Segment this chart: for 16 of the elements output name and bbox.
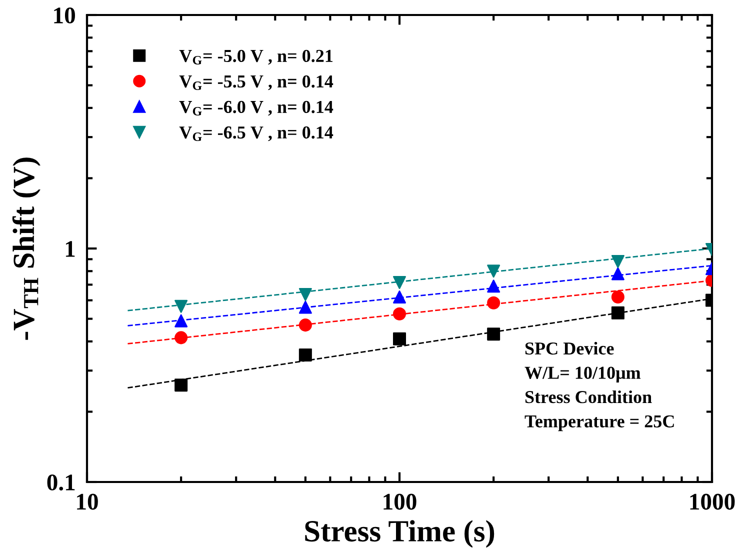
annotation: Temperature = 25C xyxy=(524,415,674,432)
y-tick-label: 0.1 xyxy=(47,474,75,491)
y-axis-title: -V$_{TH}$ Shift (V) xyxy=(12,158,40,340)
y-tick-label: 10 xyxy=(54,7,75,24)
annotation: W/L= 10/10μm xyxy=(524,366,641,383)
legend-label: V$_{G}$= -5.0 V , n= 0.21 xyxy=(179,50,332,65)
x-axis-title: Stress Time (s) xyxy=(305,520,494,548)
x-tick-label: 10 xyxy=(77,494,98,510)
legend-label: V$_{G}$= -6.0 V , n= 0.14 xyxy=(179,100,334,116)
annotation: Stress Condition xyxy=(525,390,652,404)
legend-label: V$_{G}$= -5.5 V , n= 0.14 xyxy=(179,75,334,90)
annotation: SPC Device xyxy=(525,342,614,355)
x-tick-label: 1000 xyxy=(690,494,735,510)
legend-label: V$_{G}$= -6.5 V , n= 0.14 xyxy=(179,126,334,142)
x-tick-label: 100 xyxy=(384,494,416,510)
y-tick-label: 1 xyxy=(66,241,75,257)
